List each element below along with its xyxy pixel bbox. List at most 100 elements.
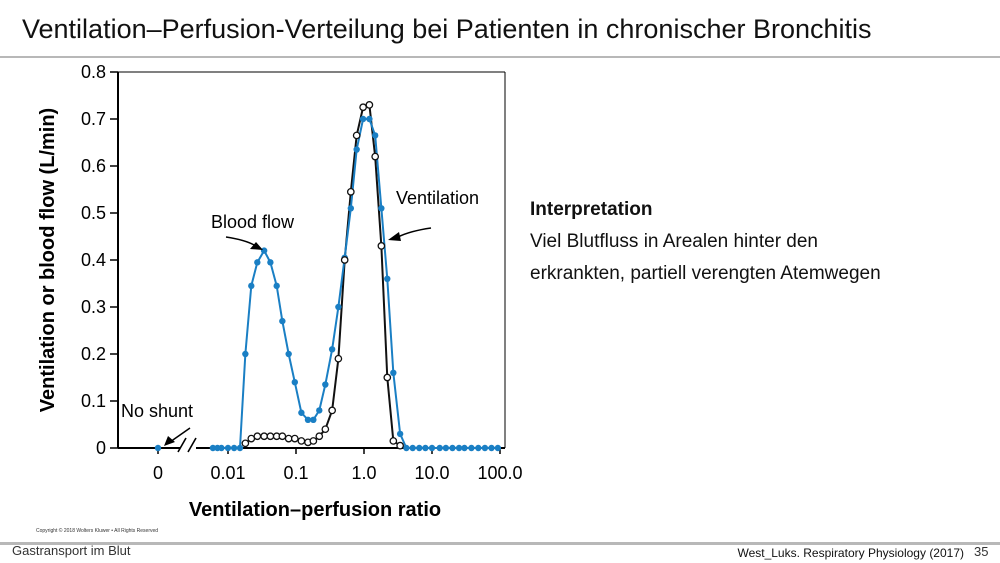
blood-flow-point [298, 409, 305, 416]
ventilation-point [266, 432, 275, 441]
y-tick-label: 0.3 [81, 297, 106, 317]
ventilation-point [328, 406, 336, 415]
blood-flow-point [371, 132, 379, 139]
axis-break-mark [187, 437, 197, 453]
x-tick-label: 0.01 [210, 463, 245, 483]
blood-flow-point [291, 379, 298, 386]
y-ticks: 0 0.1 0.2 0.3 0.4 0.5 0.6 0.7 0.8 [81, 62, 118, 458]
ventilation-point [365, 101, 374, 109]
ventilation-point [321, 425, 330, 434]
ventilation-point [241, 439, 250, 448]
blood-flow-point [481, 444, 489, 452]
page-number: 35 [974, 544, 989, 559]
ventilation-arrow [397, 227, 432, 238]
y-tick-label: 0.6 [81, 156, 106, 176]
blood-flow-point [230, 444, 238, 452]
interpretation-line: Viel Blutfluss in Arealen hinter den [530, 231, 818, 252]
ventilation-annotation: Ventilation [396, 188, 479, 208]
blood-flow-arrowhead [250, 242, 263, 250]
blood-flow-point [390, 369, 397, 376]
blood-flow-point [494, 444, 502, 452]
blood-flow-point [475, 444, 482, 452]
blood-flow-point [209, 444, 217, 452]
plot-frame [117, 71, 506, 453]
blood-flow-point [366, 115, 373, 123]
ventilation-point [334, 354, 343, 363]
ventilation-point [297, 437, 306, 445]
ventilation-point [278, 432, 287, 441]
blood-flow-point [328, 346, 336, 353]
ventilation-point [340, 256, 349, 264]
x-tick-label: 10.0 [414, 463, 449, 483]
no-shunt-annotation: No shunt [121, 401, 193, 421]
x-ticks: 0 0.01 0.1 1.0 10.0 100.0 [153, 448, 523, 483]
y-tick-label: 0.2 [81, 344, 106, 364]
blood-flow-point [353, 146, 360, 153]
blood-flow-point [409, 444, 416, 452]
blood-flow-point [224, 444, 232, 452]
title-divider [0, 56, 1000, 58]
blood-flow-point [267, 259, 274, 266]
x-tick-label: 1.0 [351, 463, 376, 483]
blood-flow-point [403, 444, 410, 452]
blood-flow-point [455, 444, 463, 452]
blood-flow-point [316, 407, 323, 414]
blood-flow-point [422, 444, 429, 452]
interpretation-line: erkrankten, partiell verengten Atemwegen [530, 263, 881, 284]
ventilation-point [284, 434, 293, 443]
blood-flow-point [285, 350, 292, 358]
blood-flow-point [273, 282, 280, 290]
ventilation-point [359, 103, 367, 112]
y-tick-label: 0.8 [81, 62, 106, 82]
blood-flow-point [416, 444, 423, 452]
blood-flow-point [396, 430, 404, 438]
ventilation-point [352, 131, 361, 140]
blood-flow-point [359, 115, 367, 123]
blood-flow-point [378, 205, 385, 212]
y-axis-label: Ventilation or blood flow (L/min) [37, 108, 59, 412]
interpretation-heading: Interpretation [530, 199, 653, 220]
y-tick-label: 0 [96, 438, 106, 458]
blood-flow-point [310, 416, 317, 423]
copyright-note: Copyright © 2018 Wolters Kluwer • All Ri… [36, 528, 159, 534]
blood-flow-point [254, 259, 261, 266]
x-tick-label: 100.0 [477, 463, 522, 483]
ventilation-arrowhead [388, 232, 401, 241]
x-tick-label: 0.1 [283, 463, 308, 483]
ventilation-point [346, 188, 355, 196]
ventilation-point [290, 434, 299, 443]
ventilation-point [315, 432, 324, 441]
ventilation-point [389, 437, 398, 445]
ventilation-point [253, 432, 262, 441]
blood-flow-point [384, 275, 391, 282]
blood-flow-point [218, 444, 225, 452]
blood-flow-point [154, 444, 162, 452]
footer-divider [0, 542, 1000, 545]
footer-citation: West_Luks. Respiratory Physiology (2017) [737, 546, 964, 560]
ventilation-point [309, 437, 318, 445]
no-shunt-arrow [169, 427, 191, 443]
series-layer [154, 101, 502, 452]
blood-flow-point [488, 444, 495, 452]
footer-section-title: Gastransport im Blut [12, 543, 131, 558]
blood-flow-point [449, 444, 456, 452]
blood-flow-line [212, 118, 498, 449]
y-tick-label: 0.5 [81, 203, 106, 223]
blood-flow-point [322, 381, 329, 388]
interpretation-block: Interpretation Viel Blutfluss in Arealen… [530, 194, 881, 290]
blood-flow-point [461, 444, 468, 452]
blood-flow-annotation: Blood flow [211, 212, 295, 232]
blood-flow-point [468, 444, 475, 452]
y-tick-label: 0.4 [81, 250, 106, 270]
blood-flow-point [304, 416, 312, 423]
blood-flow-point [260, 247, 268, 254]
slide-title: Ventilation–Perfusion-Verteilung bei Pat… [22, 14, 872, 44]
x-axis-label: Ventilation–perfusion ratio [189, 499, 441, 521]
x-tick-label: 0 [153, 463, 163, 483]
ventilation-point [396, 441, 404, 450]
no-shunt-arrowhead [164, 436, 175, 446]
blood-flow-point [236, 444, 244, 452]
blood-flow-point [442, 444, 450, 452]
y-tick-label: 0.1 [81, 391, 106, 411]
